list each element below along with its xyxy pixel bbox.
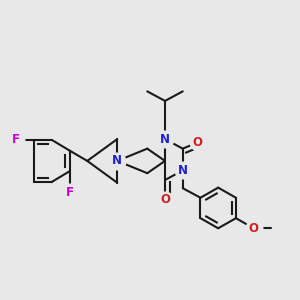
Text: F: F bbox=[12, 134, 20, 146]
Text: N: N bbox=[178, 164, 188, 177]
Text: O: O bbox=[160, 193, 170, 206]
Text: O: O bbox=[249, 222, 259, 235]
Text: O: O bbox=[193, 136, 203, 149]
Text: N: N bbox=[160, 133, 170, 146]
Text: F: F bbox=[65, 186, 74, 199]
Text: N: N bbox=[112, 154, 122, 167]
